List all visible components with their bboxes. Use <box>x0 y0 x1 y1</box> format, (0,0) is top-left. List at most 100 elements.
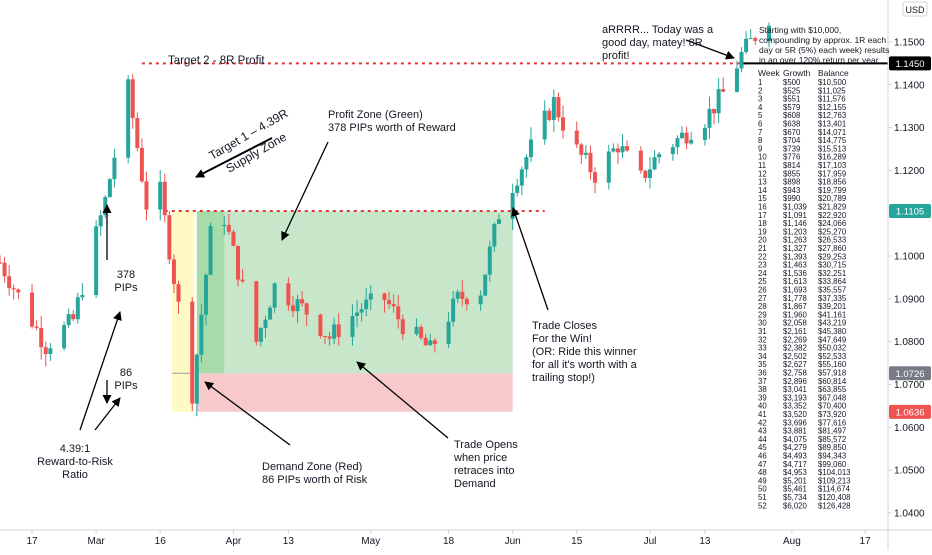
table-cell: $2,269 <box>783 335 807 344</box>
y-tick-label: 1.1200 <box>894 166 925 177</box>
annotation-ratio-line: Reward-to-Risk <box>37 456 113 468</box>
candle-body <box>638 150 643 171</box>
candle-body <box>30 292 35 327</box>
table-cell: $30,715 <box>818 261 847 270</box>
candle-body <box>71 314 76 320</box>
table-cell: $67,048 <box>818 393 846 402</box>
table-cell: $27,860 <box>818 244 847 253</box>
table-cell: $3,041 <box>783 385 807 394</box>
arrrr-arrow <box>685 39 735 60</box>
candle-body <box>670 147 675 155</box>
table-cell: $3,520 <box>783 410 808 419</box>
table-cell: 18 <box>758 219 767 228</box>
table-cell: 51 <box>758 493 767 502</box>
table-cell: $739 <box>783 144 800 153</box>
table-cell: $2,058 <box>783 319 807 328</box>
candle-body <box>432 340 437 345</box>
table-cell: $126,428 <box>818 501 851 510</box>
table-cell: 43 <box>758 427 767 436</box>
candle-body <box>231 231 236 246</box>
annotation-trade_opens-line: Demand <box>454 478 496 490</box>
candle-body <box>716 89 721 114</box>
table-cell: $109,213 <box>818 476 851 485</box>
table-cell: 11 <box>758 161 766 170</box>
table-cell: 50 <box>758 485 767 494</box>
table-cell: 29 <box>758 310 767 319</box>
table-cell: $104,013 <box>818 468 851 477</box>
table-cell: 49 <box>758 476 767 485</box>
candle-body <box>254 281 259 342</box>
table-cell: $670 <box>783 128 801 137</box>
candle-body <box>368 293 373 300</box>
y-tick-label: 1.0400 <box>894 508 925 519</box>
candle-body <box>647 169 652 179</box>
table-cell: $898 <box>783 178 800 187</box>
candle-body <box>423 337 428 346</box>
table-cell: 47 <box>758 460 767 469</box>
table-header-growth: Growth <box>783 68 811 78</box>
table-cell: $26,533 <box>818 236 846 245</box>
annotation-demand-line: 86 PIPs worth of Risk <box>262 474 368 486</box>
table-cell: $33,864 <box>818 277 847 286</box>
table-cell: 3 <box>758 95 762 104</box>
candle-body <box>588 152 593 173</box>
candle-body <box>327 336 332 339</box>
table-cell: $1,393 <box>783 252 807 261</box>
candle-body <box>7 276 12 289</box>
candle-body <box>203 274 208 315</box>
table-cell: 36 <box>758 369 767 378</box>
table-cell: $2,502 <box>783 352 807 361</box>
table-cell: $1,463 <box>783 261 807 270</box>
table-cell: $85,572 <box>818 435 846 444</box>
table-cell: $22,920 <box>818 211 847 220</box>
candle-body <box>139 147 144 182</box>
table-cell: $525 <box>783 86 801 95</box>
candle-body <box>194 354 199 404</box>
table-cell: $14,071 <box>818 128 846 137</box>
table-cell: $4,953 <box>783 468 807 477</box>
table-cell: $99,060 <box>818 460 847 469</box>
candle-body <box>94 226 99 295</box>
y-tick-label: 1.0800 <box>894 337 925 348</box>
annotation-profit_zone-line: Profit Zone (Green) <box>328 109 423 121</box>
candle-body <box>135 118 140 148</box>
table-cell: $29,253 <box>818 252 846 261</box>
annotation-trade_closes-line: for all it's worth with a <box>532 359 638 371</box>
table-cell: $1,203 <box>783 227 807 236</box>
table-cell: $3,881 <box>783 427 807 436</box>
table-cell: 40 <box>758 402 767 411</box>
table-cell: 1 <box>758 78 762 87</box>
price-tag-box <box>889 404 931 419</box>
candle-body <box>593 172 598 183</box>
table-cell: $1,327 <box>783 244 807 253</box>
table-cell: $4,279 <box>783 443 807 452</box>
price-tag-box <box>889 56 931 71</box>
table-cell: $63,855 <box>818 385 847 394</box>
risk-reward-bar <box>172 211 195 412</box>
candle-body <box>556 97 561 118</box>
table-cell: $24,066 <box>818 219 846 228</box>
annotation-profit_zone-line: 378 PIPs worth of Reward <box>328 122 456 134</box>
table-cell: $943 <box>783 186 800 195</box>
candle-body <box>702 127 707 140</box>
candle-body <box>606 151 611 183</box>
annotation-trade_opens-line: Trade Opens <box>454 439 518 451</box>
candle-body <box>263 319 268 328</box>
annotation-pips86-line: 86 <box>120 367 132 379</box>
currency-label: USD <box>905 5 925 15</box>
candle-body <box>748 38 753 40</box>
candle-body <box>684 132 689 144</box>
table-cell: $1,091 <box>783 211 807 220</box>
table-cell: 15 <box>758 194 767 203</box>
table-cell: $1,960 <box>783 310 808 319</box>
candle-body <box>446 321 451 345</box>
candle-body <box>515 185 520 193</box>
table-cell: $10,500 <box>818 78 847 87</box>
table-cell: 41 <box>758 410 767 419</box>
table-cell: $45,380 <box>818 327 847 336</box>
table-cell: $2,161 <box>783 327 807 336</box>
candle-body <box>240 279 245 282</box>
annotation-arrrr-line: aRRRR... Today was a <box>602 24 714 36</box>
table-cell: 14 <box>758 186 767 195</box>
